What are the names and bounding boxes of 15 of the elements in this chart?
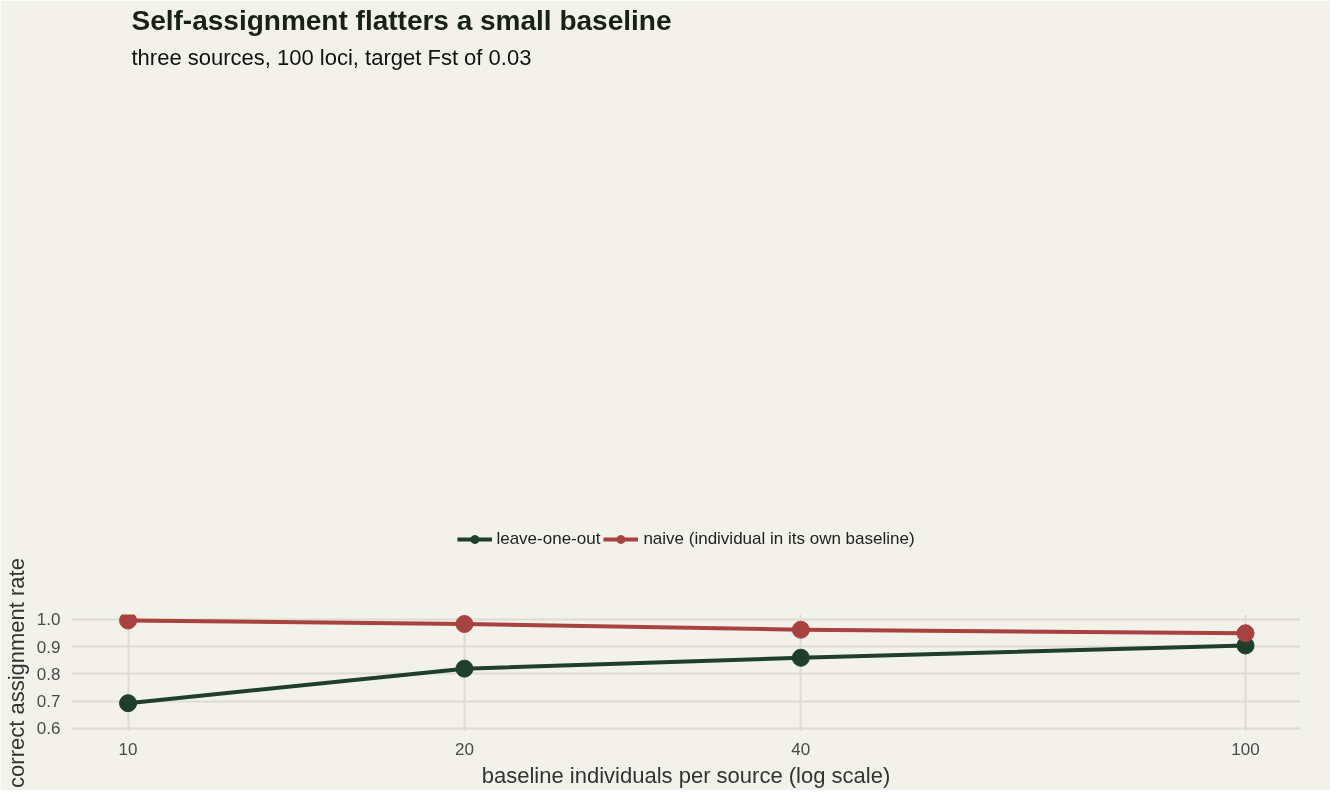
x-tick-label: 100 [1231, 739, 1260, 759]
y-tick-label: 0.7 [36, 692, 61, 712]
legend-label: leave-one-out [496, 529, 601, 549]
y-tick-label: 0.6 [36, 719, 61, 739]
y-tick-label: 1.0 [36, 610, 61, 630]
legend-label: naive (individual in its own baseline) [643, 529, 915, 549]
chart-subtitle: three sources, 100 loci, target Fst of 0.03 [131, 44, 532, 70]
y-tick-label: 0.8 [36, 664, 61, 684]
x-tick-label: 10 [118, 739, 138, 759]
x-axis-title: baseline individuals per source (log scale) [481, 762, 891, 788]
x-tick-label: 40 [791, 739, 811, 759]
y-tick-label: 0.9 [36, 637, 61, 657]
y-axis-title: correct assignment rate [3, 558, 29, 788]
chart-title: Self-assignment flatters a small baseline [131, 4, 672, 36]
x-tick-label: 20 [454, 739, 474, 759]
